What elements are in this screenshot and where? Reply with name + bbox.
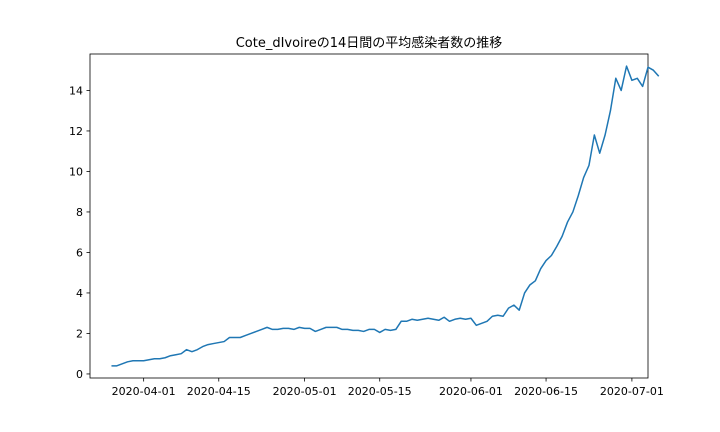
axes-frame	[89, 53, 649, 379]
y-tick-label: 6	[76, 246, 83, 259]
plot-area: 0 2 4 6 8 10 12 14 2020-04-01 2020-04-15 2020-05-0…	[69, 53, 664, 398]
y-tick-label: 8	[76, 206, 83, 219]
chart-title: Cote_dIvoireの14日間の平均感染者数の推移	[236, 35, 503, 51]
y-tick-label: 14	[69, 84, 83, 97]
x-tick-label: 2020-04-15	[187, 385, 251, 398]
series-line	[111, 65, 660, 367]
y-tick-label: 12	[69, 125, 83, 138]
y-tick-label: 2	[76, 327, 83, 340]
x-tick-label: 2020-04-01	[112, 385, 176, 398]
y-tick-label: 4	[76, 287, 83, 300]
y-tick-label: 0	[76, 368, 83, 381]
x-tick-label: 2020-05-15	[348, 385, 412, 398]
y-tick-label: 10	[69, 165, 83, 178]
x-tick-label: 2020-07-01	[600, 385, 664, 398]
x-tick-label: 2020-06-01	[439, 385, 503, 398]
x-tick-label: 2020-05-01	[273, 385, 337, 398]
x-tick-label: 2020-06-15	[514, 385, 578, 398]
